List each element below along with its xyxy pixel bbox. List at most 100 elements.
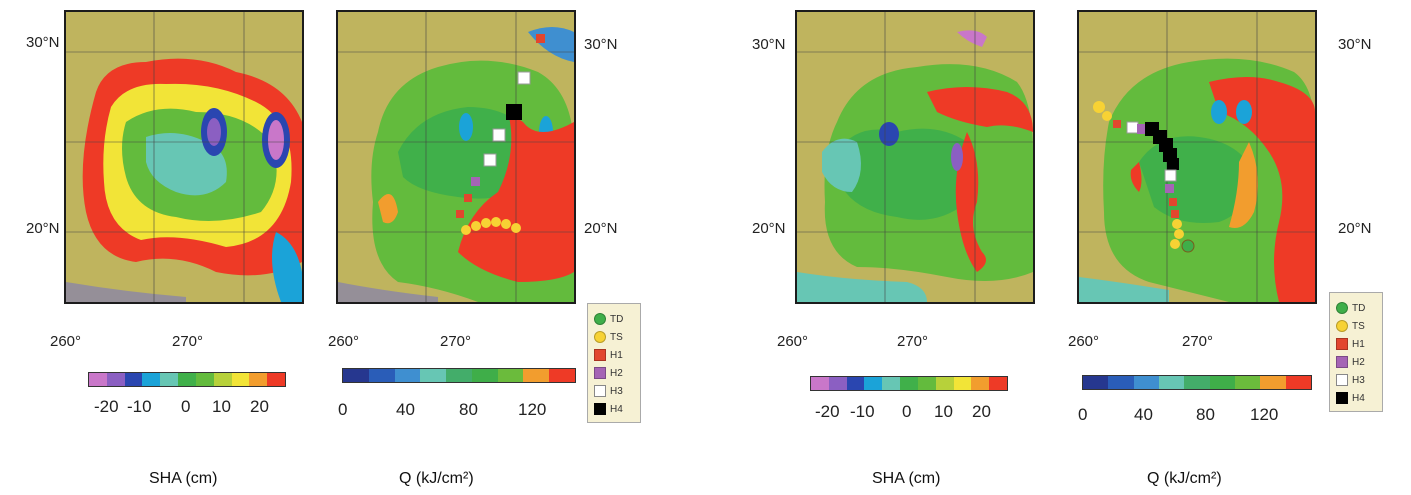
legend-item-h1: H1	[594, 346, 640, 364]
legend-symbol-h1	[594, 349, 606, 361]
q-tick-label: 0	[1078, 405, 1088, 424]
colorbar-segment	[213, 373, 232, 386]
track-marker-ts	[1174, 229, 1184, 239]
track-marker-td	[1181, 239, 1195, 253]
colorbar-segment	[989, 377, 1007, 390]
track-marker-h3	[492, 128, 506, 142]
colorbar-segment	[900, 377, 918, 390]
colorbar-segment	[106, 373, 125, 386]
q-tick-label: 0	[338, 400, 348, 419]
track-marker-ts	[471, 221, 481, 231]
q-tick-label: 80	[1196, 405, 1215, 424]
track-marker-h1	[464, 194, 472, 202]
legend-symbol-td	[1336, 302, 1348, 314]
q-map-left	[336, 10, 576, 304]
legend-item-ts: TS	[594, 328, 640, 346]
legend-label: TD	[610, 313, 624, 325]
track-marker-h3	[1126, 121, 1139, 134]
sha-field-right	[797, 12, 1033, 302]
track-marker-h2	[1137, 124, 1147, 134]
track-marker-ts	[501, 219, 511, 229]
colorbar-segment	[953, 377, 972, 390]
track-marker-h1	[1171, 210, 1179, 218]
q-caption-right: Q (kJ/cm²)	[1147, 470, 1222, 487]
legend-symbol-h4	[1336, 392, 1348, 404]
legend-symbol-h2	[1336, 356, 1348, 368]
track-marker-ts	[491, 217, 501, 227]
legend-item-h4: H4	[1336, 389, 1382, 407]
track-marker-ts	[1102, 111, 1112, 121]
sha-tick-label: 10	[934, 402, 953, 421]
q-tick-label: 120	[518, 400, 547, 419]
colorbar-segment	[1133, 376, 1159, 389]
track-marker-ts	[511, 223, 521, 233]
sha-tick-label: 20	[972, 402, 991, 421]
legend-label: H3	[610, 385, 623, 397]
colorbar-segment	[1158, 376, 1185, 389]
track-marker-h1	[536, 34, 545, 43]
colorbar-segment	[249, 373, 268, 386]
colorbar-segment	[549, 369, 576, 382]
track-marker-ts	[1170, 239, 1180, 249]
q-tick-label: 40	[1134, 405, 1153, 424]
legend-item-h3: H3	[594, 382, 640, 400]
track-marker-h3	[1164, 169, 1177, 182]
legend-label: H2	[610, 367, 623, 379]
colorbar-segment	[160, 373, 179, 386]
track-marker-ts	[481, 218, 491, 228]
track-marker-h1	[1169, 198, 1177, 206]
legend-right: TD TS H1 H2 H3 H4	[1329, 292, 1383, 412]
colorbar-segment	[178, 373, 196, 386]
q-colorbar-right	[1082, 375, 1312, 390]
legend-symbol-h2	[594, 367, 606, 379]
lon-label-260-map3: 260°	[777, 333, 809, 350]
colorbar-segment	[142, 373, 161, 386]
q-tick-label: 40	[396, 400, 415, 419]
q-map-right	[1077, 10, 1317, 304]
lat-label-20n-map3: 20°N	[752, 220, 786, 237]
lat-label-30n-map3: 30°N	[752, 36, 786, 53]
lon-label-260-map1: 260°	[50, 333, 82, 350]
lat-label-30n-right-of-map2: 30°N	[584, 36, 618, 53]
q-tick-label: 120	[1250, 405, 1279, 424]
colorbar-segment	[523, 369, 550, 382]
legend-item-td: TD	[594, 310, 640, 328]
lon-label-270-map2: 270°	[440, 333, 472, 350]
colorbar-segment	[231, 373, 250, 386]
sha-colorbar-right	[810, 376, 1008, 391]
track-marker-ts	[1172, 219, 1182, 229]
colorbar-segment	[917, 377, 936, 390]
lat-label-20n-left: 20°N	[26, 220, 60, 237]
q-colorbar-left	[342, 368, 576, 383]
colorbar-segment	[1108, 376, 1134, 389]
lon-label-270-map1: 270°	[172, 333, 204, 350]
track-marker-h3	[483, 153, 497, 167]
legend-item-h2: H2	[594, 364, 640, 382]
colorbar-segment	[420, 369, 447, 382]
lon-label-270-map4: 270°	[1182, 333, 1214, 350]
colorbar-segment	[811, 377, 829, 390]
legend-item-h3: H3	[1336, 371, 1382, 389]
sha-tick-label: 10	[212, 397, 231, 416]
legend-item-h1: H1	[1336, 335, 1382, 353]
legend-label: TD	[1352, 302, 1366, 314]
colorbar-segment	[1260, 376, 1286, 389]
track-marker-h2	[471, 177, 480, 186]
q-caption-left: Q (kJ/cm²)	[399, 470, 474, 487]
lon-label-270-map3: 270°	[897, 333, 929, 350]
lat-label-20n-right-of-map4: 20°N	[1338, 220, 1372, 237]
colorbar-segment	[124, 373, 143, 386]
colorbar-segment	[446, 369, 472, 382]
legend-symbol-h3	[594, 385, 606, 397]
sha-tick-label: -10	[127, 397, 152, 416]
legend-symbol-ts	[1336, 320, 1348, 332]
colorbar-segment	[471, 369, 498, 382]
colorbar-segment	[1083, 376, 1109, 389]
legend-label: TS	[1352, 320, 1365, 332]
track-marker-h1	[456, 210, 464, 218]
colorbar-segment	[1285, 376, 1311, 389]
track-marker-h1	[1113, 120, 1121, 128]
colorbar-segment	[368, 369, 395, 382]
colorbar-segment	[1184, 376, 1210, 389]
sha-tick-label: 0	[902, 402, 912, 421]
